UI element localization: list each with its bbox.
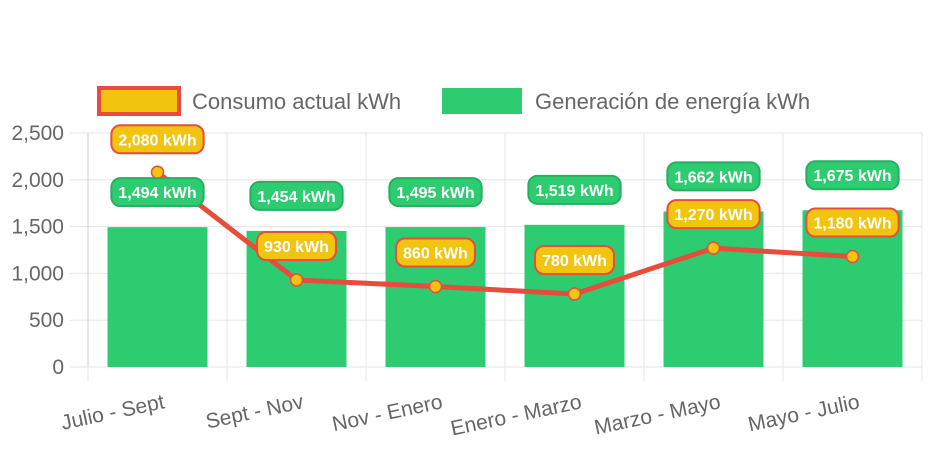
x-tick-label: Enero - Marzo <box>449 390 584 440</box>
grid <box>70 132 923 381</box>
legend-swatch-consumption <box>97 86 181 116</box>
bar <box>663 211 764 367</box>
line-point <box>428 279 443 294</box>
line-value-label-box <box>110 124 205 155</box>
legend: Consumo actual kWh Generación de energía … <box>97 86 810 116</box>
line-value-label-box <box>256 230 337 261</box>
line-value-label-box <box>395 237 476 268</box>
y-tick-label: 2,000 <box>11 169 64 192</box>
x-tick-label: Julio - Sept <box>59 390 167 434</box>
bar <box>107 227 208 367</box>
line-point <box>845 249 860 264</box>
line-point <box>706 241 721 255</box>
line-point <box>289 273 304 287</box>
line-value-label-group: 2,080 kWh <box>110 124 205 155</box>
line-value-label-box <box>805 207 900 238</box>
line-value-label-box <box>666 199 761 230</box>
line-value-label-box <box>534 244 615 275</box>
line-value-label: 780 kWh <box>542 253 607 270</box>
y-axis-ticks: 0 500 1,000 1,500 2,000 2,500 <box>11 122 64 379</box>
line-point <box>567 287 582 301</box>
consumption-line <box>155 169 855 297</box>
x-tick-label: Mayo - Julio <box>746 390 862 436</box>
line-value-label: 930 kWh <box>264 239 329 256</box>
bar-value-label: 1,495 kWh <box>396 185 474 202</box>
bar-value-label-group: 1,454 kWh <box>249 180 344 211</box>
line-value-label-group: 930 kWh <box>256 230 337 261</box>
bar-value-label: 1,454 kWh <box>257 189 335 206</box>
line-value-label: 2,080 kWh <box>118 132 196 149</box>
line-point <box>150 165 165 180</box>
y-tick-label: 1,500 <box>11 216 64 239</box>
bar-value-label-box <box>805 160 900 191</box>
legend-label-generation: Generación de energía kWh <box>535 89 810 114</box>
bar-value-label-group: 1,662 kWh <box>666 161 761 192</box>
bar-value-label-group: 1,519 kWh <box>527 174 622 205</box>
legend-label-consumption: Consumo actual kWh <box>192 89 401 114</box>
bar-value-label: 1,494 kWh <box>118 185 196 202</box>
bar-value-label-box <box>388 177 483 208</box>
bar-value-label-box <box>527 174 622 205</box>
line-value-label-group: 1,270 kWh <box>666 199 761 230</box>
x-tick-label: Nov - Enero <box>330 390 444 436</box>
line-value-label-group: 860 kWh <box>395 237 476 268</box>
bar-value-label: 1,519 kWh <box>535 183 613 200</box>
data-labels: 1,494 kWh 1,454 kWh 1,495 kWh 1,519 kWh 1,66… <box>110 124 900 275</box>
bar-value-label: 1,662 kWh <box>674 169 752 186</box>
line-value-label: 1,270 kWh <box>674 207 752 224</box>
bar-value-label-box <box>249 180 344 211</box>
line-value-label: 860 kWh <box>403 246 468 263</box>
y-tick-label: 500 <box>29 309 64 332</box>
x-tick-label: Sept - Nov <box>204 390 306 433</box>
bar-value-label: 1,675 kWh <box>813 168 891 185</box>
line-value-label-group: 1,180 kWh <box>805 207 900 238</box>
consumption-points <box>150 165 860 301</box>
bar-value-label-box <box>666 161 761 192</box>
y-tick-label: 0 <box>52 356 64 379</box>
line-value-label: 1,180 kWh <box>813 216 891 233</box>
x-axis-ticks: Julio - Sept Sept - Nov Nov - Enero Enero -… <box>59 390 862 440</box>
bar-value-label-box <box>110 177 205 208</box>
x-tick-label: Marzo - Mayo <box>592 390 722 439</box>
legend-swatch-generation <box>442 88 522 114</box>
line-value-label-group: 780 kWh <box>534 244 615 275</box>
bar-value-label-group: 1,494 kWh <box>110 177 205 208</box>
line-path <box>155 169 855 297</box>
bar-value-label-group: 1,675 kWh <box>805 160 900 191</box>
bar-value-label-group: 1,495 kWh <box>388 177 483 208</box>
y-tick-label: 2,500 <box>11 122 64 145</box>
y-tick-label: 1,000 <box>11 262 64 285</box>
